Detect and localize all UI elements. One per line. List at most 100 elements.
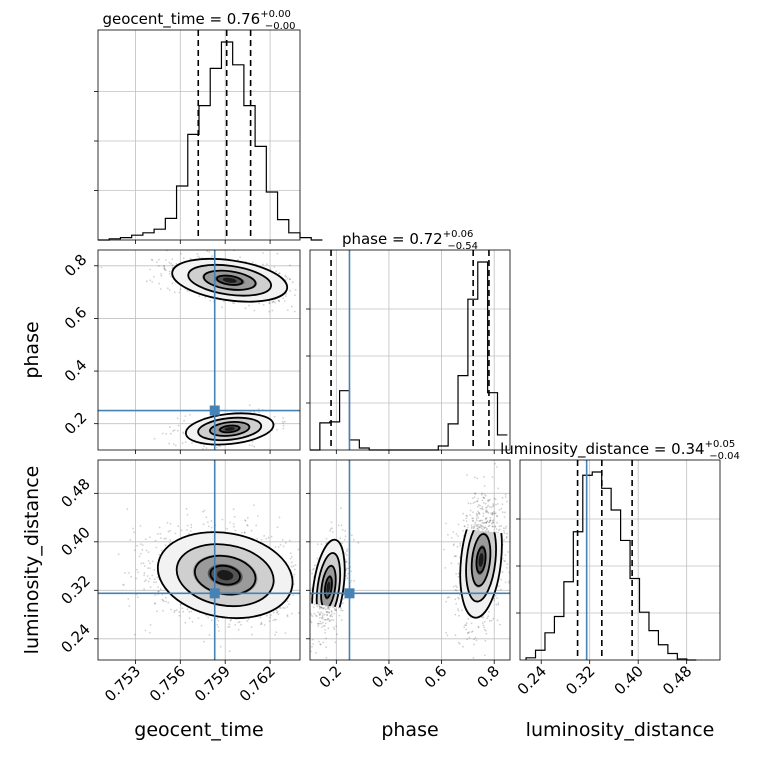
- sample-point: [331, 531, 334, 533]
- sample-point: [163, 600, 165, 603]
- sample-point: [163, 268, 166, 271]
- sample-point: [459, 664, 461, 666]
- sample-point: [483, 654, 486, 657]
- sample-point: [278, 300, 281, 303]
- sample-point: [160, 273, 163, 275]
- sample-point: [320, 611, 323, 614]
- sample-point: [136, 568, 138, 571]
- sample-point: [191, 621, 194, 623]
- sample-point: [319, 613, 321, 616]
- sample-point: [321, 614, 324, 617]
- sample-point: [319, 606, 322, 609]
- sample-point: [488, 611, 490, 613]
- sample-point: [344, 552, 346, 554]
- sample-point: [505, 537, 508, 539]
- sample-point: [350, 570, 353, 573]
- sample-point: [485, 507, 487, 509]
- sample-point: [153, 569, 156, 571]
- y-axis-label-phase: phase: [21, 321, 43, 378]
- sample-point: [189, 530, 192, 532]
- sample-point: [330, 613, 333, 616]
- sample-point: [452, 672, 454, 674]
- panel-geocent-phase-ytick-label: 0.4: [61, 356, 91, 386]
- sample-point: [473, 526, 476, 529]
- sample-point: [209, 299, 212, 302]
- panel-phase-dist-right-contour: [465, 520, 497, 603]
- sample-point: [180, 529, 183, 532]
- sample-point: [475, 639, 478, 642]
- sample-point: [136, 544, 138, 547]
- sample-point: [271, 309, 274, 312]
- sample-point: [167, 601, 170, 604]
- sample-point: [504, 560, 506, 563]
- sample-point: [482, 616, 484, 619]
- sample-point: [458, 614, 460, 617]
- panel-geocent-phase-lower-contour: [219, 424, 241, 434]
- sample-point: [327, 607, 330, 609]
- sample-point: [485, 494, 487, 497]
- sample-point: [501, 571, 504, 573]
- sample-point: [483, 527, 486, 529]
- sample-point: [182, 610, 185, 613]
- sample-point: [329, 528, 332, 531]
- sample-point: [503, 559, 505, 562]
- sample-point: [203, 640, 206, 643]
- sample-point: [325, 537, 328, 540]
- sample-point: [140, 562, 143, 565]
- sample-point: [182, 431, 184, 434]
- sample-point: [291, 555, 293, 558]
- sample-point: [511, 525, 513, 527]
- sample-point: [165, 596, 167, 599]
- sample-point: [253, 445, 256, 448]
- sample-point: [179, 288, 182, 291]
- sample-point: [497, 602, 499, 604]
- sample-point: [482, 502, 485, 504]
- sample-point: [268, 302, 271, 305]
- x-axis-label-luminosity-distance: luminosity_distance: [526, 719, 715, 741]
- sample-point: [457, 641, 460, 644]
- sample-point: [493, 512, 496, 515]
- sample-point: [469, 514, 472, 516]
- panel-geocent-dist-truth-marker: [209, 588, 220, 599]
- sample-point: [507, 551, 509, 553]
- sample-point: [253, 309, 256, 312]
- sample-point: [476, 477, 478, 480]
- sample-point: [471, 630, 474, 633]
- sample-point: [321, 616, 324, 618]
- sample-point: [330, 610, 333, 612]
- sample-point: [228, 650, 231, 653]
- sample-point: [341, 528, 344, 531]
- sample-point: [186, 227, 188, 229]
- sample-point: [177, 525, 180, 528]
- sample-point: [453, 543, 455, 546]
- sample-point: [273, 266, 276, 268]
- panel-phase-dist-xtick-label: 0.2: [316, 662, 346, 692]
- sample-point: [208, 250, 211, 253]
- sample-point: [173, 429, 176, 432]
- sample-point: [501, 557, 504, 560]
- sample-point: [477, 497, 479, 500]
- sample-point: [327, 606, 330, 608]
- sample-point: [133, 633, 136, 636]
- sample-point: [465, 514, 468, 517]
- sample-point: [494, 498, 497, 501]
- sample-point: [294, 564, 297, 566]
- sample-point: [479, 507, 482, 510]
- sample-point: [286, 600, 289, 603]
- sample-point: [496, 597, 499, 599]
- sample-point: [491, 511, 494, 514]
- sample-point: [320, 606, 322, 609]
- panel-dist-hist-title: luminosity_distance = 0.34+0.05 −0.04: [500, 439, 740, 462]
- sample-point: [269, 616, 272, 619]
- sample-point: [191, 441, 193, 444]
- sample-point: [312, 567, 315, 570]
- sample-point: [323, 613, 326, 616]
- x-axis-label-geocent-time: geocent_time: [134, 719, 263, 741]
- panel-phase-hist-frame: [309, 249, 511, 451]
- sample-point: [328, 611, 331, 614]
- sample-point: [168, 273, 171, 275]
- sample-point: [463, 525, 466, 528]
- sample-point: [237, 628, 240, 631]
- sample-point: [133, 549, 136, 552]
